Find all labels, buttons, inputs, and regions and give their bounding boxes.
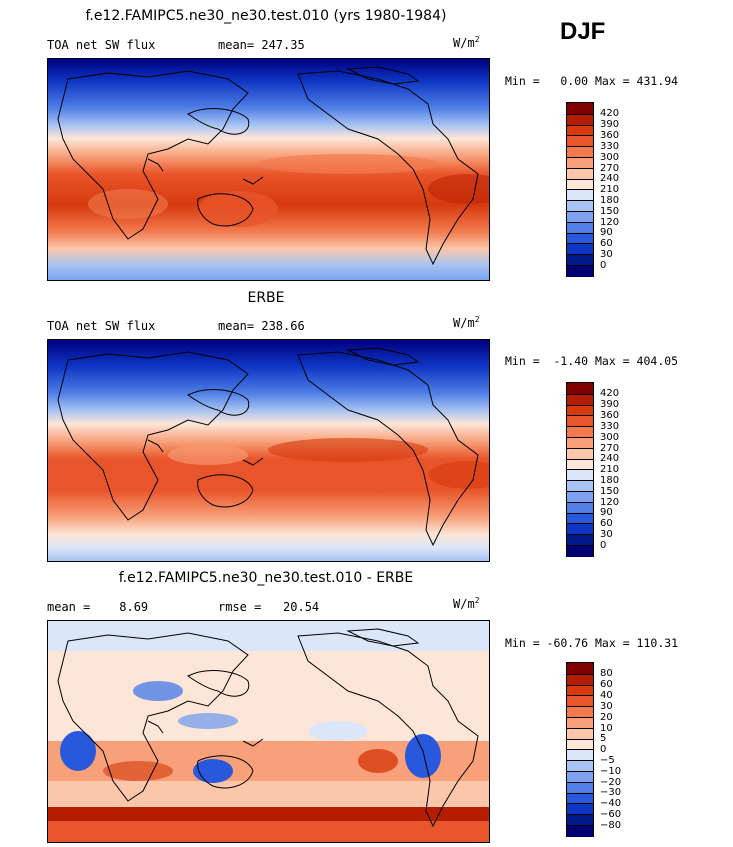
panel2-tick: 240	[600, 453, 620, 464]
panel3-tick: 40	[600, 690, 613, 701]
panel3-tick: 0	[600, 744, 607, 755]
panel2-tick: 360	[600, 410, 620, 421]
panel1-tick: 60	[600, 238, 613, 249]
panel1-tick: 90	[600, 227, 613, 238]
panel3-tick: 20	[600, 712, 613, 723]
panel3-tick: −20	[600, 777, 622, 788]
season-label: DJF	[560, 18, 606, 45]
panel3-rmse-label: rmse = 20.54	[218, 600, 320, 614]
panel2-tick: 420	[600, 388, 620, 399]
panel3-tick: 80	[600, 668, 613, 679]
panel1-tick: 150	[600, 206, 620, 217]
panel3-tick: 60	[600, 679, 613, 690]
panel3-min-max: Min = -60.76 Max = 110.31	[505, 636, 679, 650]
panel2-tick: 270	[600, 443, 620, 454]
panel1-min-max: Min = 0.00 Max = 431.94	[505, 74, 679, 88]
panel2-tick: 150	[600, 486, 620, 497]
panel1-tick: 390	[600, 119, 620, 130]
panel3-tick: 10	[600, 723, 613, 734]
panel3-mean-label: mean = 8.69	[47, 600, 149, 614]
panel3-tick: −10	[600, 766, 622, 777]
panel3-colorbar-labels: 80 60 40 30 20 10 5 0 −5 −10 −20 −30 −40…	[600, 662, 640, 835]
panel2-min-max: Min = -1.40 Max = 404.05	[505, 354, 679, 368]
panel1-mean-label: mean= 247.35	[218, 38, 305, 52]
panel1-map	[47, 58, 490, 281]
panel1-tick: 120	[600, 217, 620, 228]
panel1-variable-label: TOA net SW flux	[47, 38, 156, 52]
panel3-tick: −30	[600, 787, 622, 798]
panel2-variable-label: TOA net SW flux	[47, 319, 156, 333]
panel2-map	[47, 339, 490, 562]
panel2-mean-label: mean= 238.66	[218, 319, 305, 333]
panel2-units: W/m2	[453, 315, 480, 330]
panel2-tick: 120	[600, 497, 620, 508]
panel1-tick: 240	[600, 173, 620, 184]
panel2-title: ERBE	[247, 290, 285, 306]
panel1-tick: 420	[600, 108, 620, 119]
panel1-tick: 180	[600, 195, 620, 206]
panel3-units: W/m2	[453, 596, 480, 611]
panel2-tick: 300	[600, 432, 620, 443]
panel2-tick: 180	[600, 475, 620, 486]
panel3-tick: −5	[600, 755, 615, 766]
panel1-tick: 330	[600, 141, 620, 152]
panel2-tick: 0	[600, 540, 607, 551]
panel2-tick: 390	[600, 399, 620, 410]
panel2-colorbar-labels: 420 390 360 330 300 270 240 210 180 150 …	[600, 382, 640, 555]
panel1-tick: 0	[600, 260, 607, 271]
panel2-tick: 330	[600, 421, 620, 432]
panel2-tick: 210	[600, 464, 620, 475]
panel1-title: f.e12.FAMIPC5.ne30_ne30.test.010 (yrs 19…	[85, 8, 447, 24]
panel3-tick: −60	[600, 809, 622, 820]
panel3-tick: −80	[600, 820, 622, 831]
panel1-tick: 360	[600, 130, 620, 141]
panel3-title: f.e12.FAMIPC5.ne30_ne30.test.010 - ERBE	[118, 570, 414, 586]
panel1-units: W/m2	[453, 35, 480, 50]
panel3-tick: 30	[600, 701, 613, 712]
panel2-tick: 60	[600, 518, 613, 529]
panel1-tick: 300	[600, 152, 620, 163]
panel2-tick: 30	[600, 529, 613, 540]
panel1-colorbar-labels: 420 390 360 330 300 270 240 210 180 150 …	[600, 102, 640, 275]
panel2-colorbar	[566, 382, 594, 557]
panel3-colorbar	[566, 662, 594, 837]
panel3-tick: −40	[600, 798, 622, 809]
panel1-colorbar	[566, 102, 594, 277]
panel2-tick: 90	[600, 507, 613, 518]
panel3-map	[47, 620, 490, 843]
panel3-tick: 5	[600, 733, 607, 744]
panel1-tick: 270	[600, 163, 620, 174]
panel1-tick: 30	[600, 249, 613, 260]
panel1-tick: 210	[600, 184, 620, 195]
